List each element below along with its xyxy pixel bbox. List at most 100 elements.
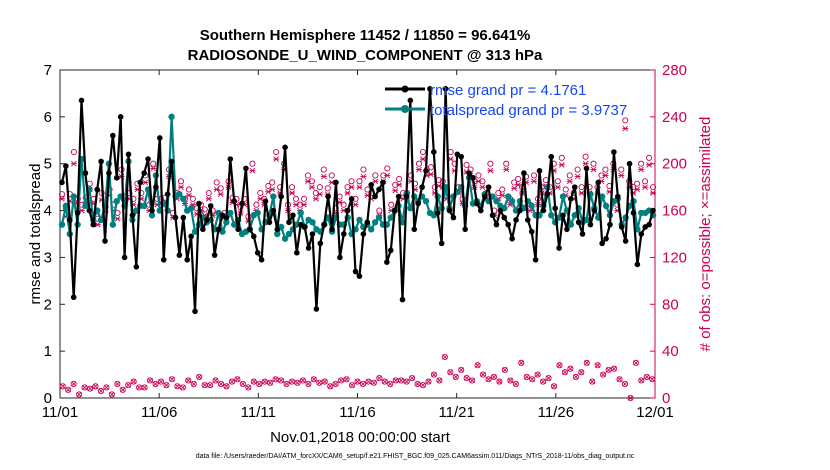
obs-low-assimilated-marker (256, 381, 262, 387)
obs-possible-marker (360, 166, 367, 173)
obs-low-possible-marker (387, 380, 394, 387)
obs-low-possible-marker (463, 375, 470, 382)
rmse-point (164, 191, 171, 197)
obs-assimilated-marker (479, 184, 486, 190)
obs-assimilated-marker (273, 156, 280, 162)
rmse-point (200, 226, 206, 233)
obs-assimilated-marker (646, 162, 653, 168)
obs-assimilated-marker (531, 178, 538, 185)
rmse-point (540, 207, 547, 214)
totalspread-point (375, 214, 383, 221)
obs-low-assimilated-marker (605, 367, 612, 373)
obs-low-possible-marker (86, 385, 94, 392)
obs-possible-marker (348, 178, 355, 185)
right-y-tick-label: 200 (662, 156, 687, 173)
obs-low-possible-marker (81, 384, 88, 391)
rmse-point (227, 156, 234, 162)
obs-possible-marker (582, 153, 589, 160)
obs-low-assimilated-marker (120, 387, 126, 393)
totalspread-point (97, 216, 105, 224)
totalspread-point (583, 216, 590, 224)
obs-low-assimilated-marker (147, 377, 153, 384)
totalspread-point (293, 221, 301, 228)
rmse-point (528, 228, 535, 235)
obs-possible-marker (515, 175, 522, 182)
obs-assimilated-marker (293, 201, 300, 208)
obs-low-assimilated-marker (540, 378, 546, 385)
left-y-tick-label: 3 (44, 249, 52, 266)
rmse-point (188, 233, 194, 240)
rmse-point (571, 184, 578, 190)
rmse-point (98, 158, 104, 165)
obs-assimilated-marker (304, 178, 311, 185)
obs-possible-marker (475, 172, 482, 179)
obs-low-assimilated-marker (595, 362, 601, 368)
obs-low-assimilated-marker (414, 381, 421, 387)
obs-assimilated-marker (344, 190, 351, 196)
obs-low-assimilated-marker (158, 378, 164, 385)
obs-possible-marker (618, 166, 625, 173)
obs-low-assimilated-marker (393, 377, 399, 384)
totalspread-point (422, 198, 430, 205)
obs-possible-marker (320, 166, 327, 173)
rmse-point (94, 186, 100, 193)
obs-possible-marker (495, 189, 502, 197)
rmse-point (403, 193, 410, 200)
obs-low-assimilated-marker (589, 378, 595, 385)
rmse-point (611, 149, 617, 155)
obs-assimilated-marker (487, 167, 494, 174)
rmse-point (309, 231, 316, 237)
obs-low-possible-marker (217, 380, 225, 387)
left-y-axis-label: rmse and totalspread (27, 164, 44, 305)
obs-low-possible-marker (294, 379, 301, 386)
rmse-point (78, 97, 85, 104)
obs-low-possible-marker (179, 384, 186, 391)
obs-assimilated-marker (249, 167, 256, 174)
obs-low-assimilated-marker (469, 377, 475, 384)
obs-low-possible-marker (332, 380, 339, 387)
rmse-point (485, 184, 492, 190)
rmse-point (106, 170, 112, 176)
rmse-point (145, 156, 151, 162)
rmse-point (618, 224, 625, 230)
obs-possible-marker (578, 184, 585, 191)
obs-low-possible-marker (119, 386, 126, 393)
obs-low-assimilated-marker (185, 377, 191, 384)
rmse-point (634, 261, 641, 268)
rmse-point (560, 212, 566, 219)
obs-low-possible-marker (130, 378, 137, 385)
totalspread-point (227, 209, 234, 217)
rmse-point (622, 238, 629, 244)
obs-low-possible-marker (403, 378, 410, 385)
totalspread-point (508, 198, 516, 205)
obs-low-assimilated-marker (453, 374, 459, 380)
rmse-point (290, 212, 296, 219)
obs-possible-marker (292, 195, 300, 202)
totalspread-point (598, 193, 606, 200)
obs-possible-marker (300, 195, 308, 202)
obs-low-assimilated-marker (76, 391, 82, 398)
x-tick-label: 11/16 (339, 404, 375, 421)
obs-low-possible-marker (190, 380, 197, 387)
rmse-point (544, 191, 551, 197)
obs-low-assimilated-marker (229, 378, 235, 385)
obs-assimilated-marker (320, 173, 327, 180)
right-y-tick-label: 280 (662, 62, 687, 79)
rmse-point (489, 212, 496, 219)
totalspread-point (387, 214, 394, 221)
rmse-point (493, 221, 500, 228)
x-tick-label: 11/01 (42, 404, 78, 421)
totalspread-point (62, 202, 70, 210)
rmse-point (431, 149, 437, 155)
obs-low-possible-marker (212, 377, 219, 384)
obs-possible-marker (340, 201, 347, 208)
obs-possible-marker (356, 178, 363, 185)
left-y-tick-label: 7 (44, 62, 52, 79)
obs-low-assimilated-marker (562, 369, 568, 375)
obs-low-possible-marker (627, 394, 634, 402)
totalspread-point (140, 202, 148, 210)
obs-low-assimilated-marker (627, 395, 634, 401)
obs-low-possible-marker (125, 382, 132, 389)
obs-possible-marker (558, 154, 565, 161)
obs-low-possible-marker (250, 378, 257, 385)
